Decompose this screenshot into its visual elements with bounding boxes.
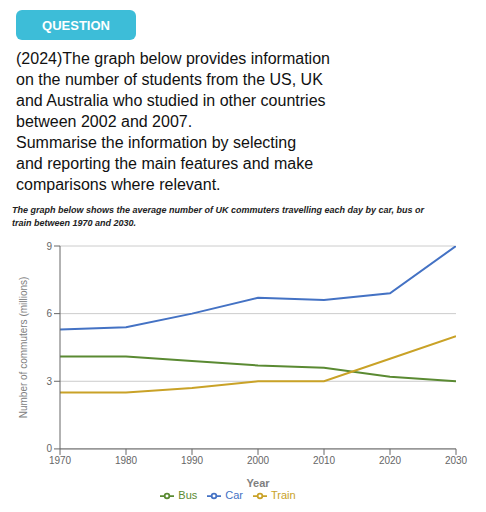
html-text:Train: Train: [271, 488, 296, 501]
svg-text:1980: 1980: [115, 455, 138, 466]
svg-text:0: 0: [46, 443, 52, 454]
svg-text:1970: 1970: [49, 455, 72, 466]
svg-text:6: 6: [46, 308, 52, 319]
svg-text:2030: 2030: [445, 455, 468, 466]
svg-text:Year: Year: [246, 477, 270, 489]
svg-text:2010: 2010: [313, 455, 336, 466]
html-text:The graph below shows the aver: The graph below shows the average number…: [12, 205, 425, 228]
svg-text:9: 9: [46, 241, 52, 252]
html-text:QUESTION: QUESTION: [42, 17, 110, 33]
svg-text:2000: 2000: [247, 455, 270, 466]
html-text:Car: Car: [225, 488, 243, 501]
svg-text:3: 3: [46, 376, 52, 387]
svg-text:Number of commuters (millions): Number of commuters (millions): [18, 277, 29, 419]
svg-text:1990: 1990: [181, 455, 204, 466]
svg-text:2020: 2020: [379, 455, 402, 466]
html-text:(2024)The graph below provides: (2024)The graph below provides informati…: [16, 50, 330, 193]
html-text:Bus: Bus: [178, 488, 198, 501]
